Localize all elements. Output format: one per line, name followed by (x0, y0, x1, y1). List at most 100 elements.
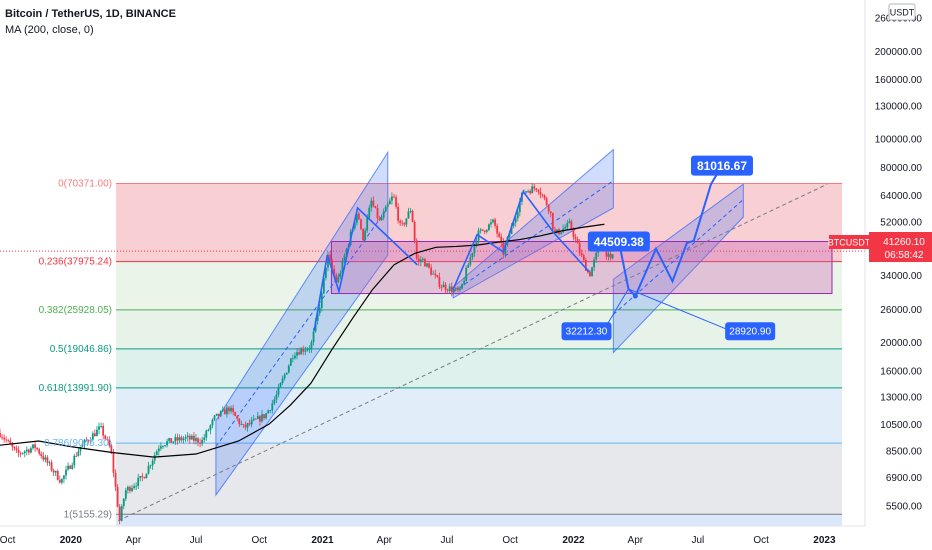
candle-body (228, 407, 230, 412)
candle-body (139, 476, 142, 478)
price-axis-bg (865, 0, 932, 550)
candle-body (223, 409, 226, 415)
candle-body (589, 272, 591, 277)
candle-body (178, 437, 181, 441)
time-tick-label: Jul (692, 535, 705, 546)
candle-body (252, 418, 255, 421)
candle-body (450, 286, 453, 292)
channel-mid-line (215, 207, 389, 447)
candle-body (104, 435, 107, 439)
candle-body (32, 444, 34, 449)
candle-body (483, 230, 486, 232)
annotation-text: 81016.67 (697, 159, 747, 173)
candle-body (195, 438, 197, 441)
candle-body (547, 205, 550, 212)
moving-average (0, 223, 605, 458)
candle-body (407, 211, 410, 219)
candle-body (401, 222, 404, 224)
candle-body (11, 444, 14, 447)
candle-body (611, 254, 614, 259)
candle-body (168, 438, 171, 442)
candle-body (46, 457, 49, 463)
candle-body (362, 228, 364, 241)
candle-body (465, 267, 468, 281)
annotation-text: 32212.30 (566, 327, 608, 338)
candle-body (308, 348, 311, 350)
range-box (330, 241, 833, 295)
candle-body (42, 456, 45, 460)
candle-body (378, 218, 381, 221)
fib-band (116, 309, 842, 349)
candle-body (153, 455, 156, 461)
candle-body (374, 206, 377, 208)
candle-body (219, 411, 222, 417)
fib-label: 0.382(25928.05) (39, 305, 112, 316)
candle-body (143, 477, 146, 479)
candle-body (380, 217, 383, 221)
symbol-title[interactable]: Bitcoin / TetherUS, 1D, BINANCE (5, 8, 176, 20)
long-trend-line (118, 183, 828, 522)
annotation-label: 81016.67 (690, 155, 753, 176)
fib-band (116, 443, 842, 515)
candle-body (89, 440, 92, 442)
candle-body (556, 229, 558, 233)
candle-body (13, 446, 16, 449)
candle-body (63, 475, 65, 479)
candle-body (263, 414, 265, 419)
candle-body (164, 445, 166, 447)
candle-body (34, 444, 36, 448)
candle-body (584, 260, 587, 271)
candle-body (145, 473, 148, 479)
candle-body (170, 438, 173, 443)
candle-body (85, 439, 88, 441)
candle-body (19, 452, 22, 454)
price-tick-label: 80000.00 (880, 163, 922, 174)
candle-body (44, 457, 47, 460)
candle-body (494, 219, 496, 226)
candle-body (75, 455, 78, 457)
candle-body (467, 264, 470, 268)
candle-body (147, 465, 150, 474)
candle-body (419, 259, 422, 262)
candle-body (27, 449, 30, 453)
time-tick-label: 2021 (311, 535, 334, 546)
annotation-box (561, 322, 612, 341)
candle-body (155, 451, 158, 456)
candle-body (312, 331, 315, 343)
candle-body (473, 244, 476, 253)
candle-body (430, 267, 433, 275)
candle-body (38, 449, 41, 454)
candle-body (358, 213, 360, 220)
candle-body (30, 448, 32, 453)
candle-body (186, 435, 189, 438)
candle-body (98, 426, 100, 430)
candle-body (461, 284, 463, 289)
candle-body (54, 471, 57, 473)
candle-body (261, 414, 263, 422)
price-tick-label: 130000.00 (875, 101, 923, 112)
currency-button[interactable]: USDT (888, 3, 916, 21)
candle-body (3, 437, 6, 440)
price-tick-label: 26000.00 (880, 305, 922, 316)
candle-body (254, 418, 257, 420)
candle-body (275, 394, 278, 400)
candle-body (545, 198, 548, 206)
candle-body (244, 424, 247, 428)
price-tick-label: 5500.00 (886, 502, 923, 513)
annotations: 44509.38 81016.67 32212.30 28920.90 (561, 155, 776, 341)
candle-body (213, 415, 216, 420)
candle-body (355, 213, 358, 223)
candle-body (454, 287, 457, 290)
candle-body (5, 439, 8, 441)
fib-label: 0.5(19046.86) (50, 344, 112, 355)
candle-body (149, 465, 152, 467)
candle-body (190, 435, 193, 440)
candle-body (15, 448, 18, 451)
candle-body (395, 197, 397, 207)
candle-body (498, 233, 501, 237)
indicator-title[interactable]: MA (200, close, 0) (5, 24, 94, 36)
candle-body (246, 423, 249, 428)
candle-body (572, 229, 575, 237)
candle-body (304, 350, 307, 352)
